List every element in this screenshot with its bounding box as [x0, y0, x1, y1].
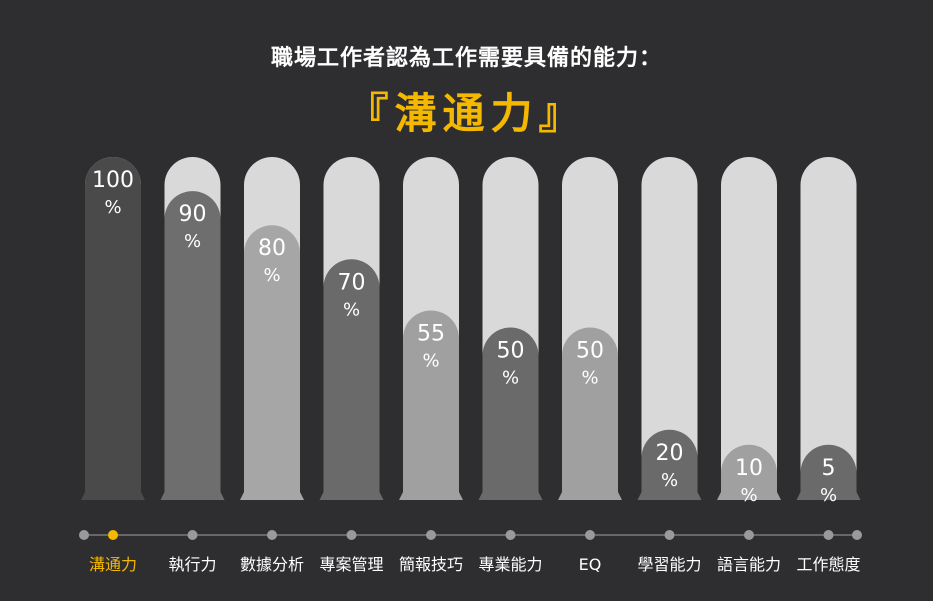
bar-track — [721, 157, 777, 498]
category-label: 執行力 — [168, 555, 216, 574]
data-label-value: 80 — [258, 236, 286, 261]
data-label-unit: % — [343, 299, 360, 320]
data-label-unit: % — [104, 197, 121, 218]
data-label-value: 100 — [92, 168, 134, 193]
data-label-value: 90 — [179, 202, 207, 227]
category-label: 語言能力 — [717, 555, 781, 574]
chart-title: 職場工作者認為工作需要具備的能力： — [270, 46, 662, 71]
bar — [641, 429, 698, 498]
bar-base — [558, 492, 622, 500]
data-label-unit: % — [740, 485, 757, 506]
category-label: 簡報技巧 — [399, 555, 463, 574]
timeline-dot — [744, 530, 754, 540]
data-label-value: 50 — [497, 339, 525, 364]
data-label-unit: % — [502, 368, 519, 389]
timeline-dot — [505, 530, 516, 540]
timeline-dot — [346, 530, 357, 540]
bar-base — [637, 492, 702, 500]
data-label-unit: % — [820, 485, 837, 506]
value-labels: 100% 90% 80% 70% 55% 50% 50% 20% 10% 5% — [92, 168, 837, 506]
data-label-value: 50 — [576, 339, 604, 364]
timeline-dot — [664, 530, 675, 540]
category-label: 學習能力 — [637, 555, 701, 574]
timeline-dot — [585, 530, 595, 540]
category-label: 專案管理 — [319, 555, 383, 574]
data-label-unit: % — [422, 350, 439, 371]
timeline-end-dot — [79, 530, 89, 540]
category-label: EQ — [579, 555, 602, 574]
data-label-unit: % — [263, 265, 280, 286]
data-label-unit: % — [581, 368, 598, 389]
bar-base — [399, 492, 463, 500]
chart-highlight-title: 『溝通力』 — [346, 89, 587, 138]
bar-base — [81, 492, 145, 500]
bar-base — [717, 492, 781, 500]
data-label-value: 70 — [338, 270, 366, 295]
category-label: 溝通力 — [89, 555, 137, 574]
timeline — [79, 530, 862, 540]
bar — [164, 191, 221, 498]
bar-base — [160, 492, 225, 500]
bar-base — [478, 492, 543, 500]
bar-track — [800, 157, 857, 498]
bar — [244, 225, 300, 498]
data-label-value: 5 — [822, 456, 836, 481]
bar-base — [319, 492, 384, 500]
category-label: 專業能力 — [478, 555, 542, 574]
bar — [562, 327, 618, 498]
category-label: 工作態度 — [796, 555, 860, 574]
bar — [323, 259, 380, 498]
timeline-dot — [267, 530, 277, 540]
bar — [721, 444, 777, 498]
bar — [800, 444, 857, 498]
bar — [403, 310, 459, 498]
bar-base — [796, 492, 861, 500]
timeline-dot — [823, 530, 834, 540]
bar — [85, 157, 141, 498]
timeline-dot — [187, 530, 198, 540]
timeline-end-dot — [852, 530, 862, 540]
data-label-value: 20 — [656, 441, 684, 466]
timeline-dot-highlight — [108, 530, 118, 540]
category-labels: 溝通力 執行力 數據分析 專案管理 簡報技巧 專業能力 EQ 學習能力 語言能力 工作態度 — [89, 555, 861, 574]
bar — [482, 327, 539, 498]
data-label-value: 10 — [735, 456, 763, 481]
category-label: 數據分析 — [240, 555, 304, 574]
bar-base — [240, 492, 304, 500]
data-label-value: 55 — [417, 321, 445, 346]
data-label-unit: % — [661, 470, 678, 491]
bar-track — [641, 157, 698, 498]
bars — [81, 157, 861, 500]
data-label-unit: % — [184, 231, 201, 252]
timeline-dot — [426, 530, 436, 540]
